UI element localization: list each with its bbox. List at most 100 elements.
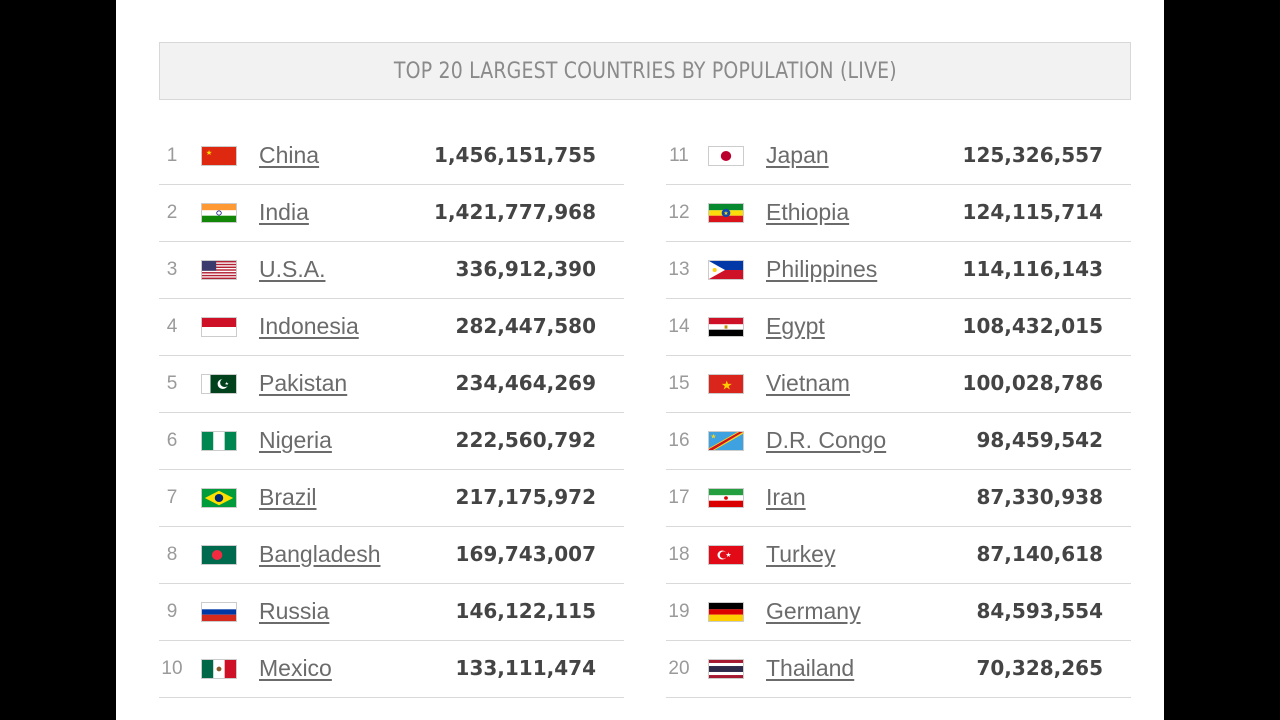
table-row: 17 Iran 87,330,938	[666, 470, 1131, 527]
country-link[interactable]: Turkey	[766, 541, 836, 567]
bangladesh-flag-icon	[201, 545, 237, 565]
rank-number: 20	[668, 658, 690, 679]
svg-text:★: ★	[723, 210, 728, 217]
turkey-flag-icon: ★	[708, 545, 744, 565]
rank-number: 10	[161, 658, 183, 679]
table-row: 6 Nigeria 222,560,792	[159, 413, 624, 470]
table-row: 9 Russia 146,122,115	[159, 584, 624, 641]
country-link[interactable]: China	[259, 142, 320, 168]
population-value: 222,560,792	[455, 428, 596, 452]
rank-number: 1	[166, 145, 178, 166]
rank-number: 18	[668, 544, 690, 565]
brazil-flag-icon	[201, 488, 237, 508]
svg-text:★: ★	[725, 552, 731, 559]
country-link[interactable]: Ethiopia	[766, 199, 850, 225]
russia-flag-icon	[201, 602, 237, 622]
country-link[interactable]: Russia	[259, 598, 330, 624]
table-row: 4 Indonesia 282,447,580	[159, 299, 624, 356]
country-link[interactable]: India	[259, 199, 309, 225]
rank-number: 6	[166, 430, 178, 451]
population-value: 108,432,015	[962, 314, 1103, 338]
svg-text:★: ★	[225, 381, 230, 386]
table-row: 12 ★ Ethiopia 124,115,714	[666, 185, 1131, 242]
usa-flag-icon	[201, 260, 237, 280]
left-column: 1 ★ China 1,456,151,755 2 India 1,421,777,968 3…	[159, 128, 624, 698]
country-link[interactable]: Vietnam	[766, 370, 850, 396]
table-row: 18 ★ Turkey 87,140,618	[666, 527, 1131, 584]
table-row: 7 Brazil 217,175,972	[159, 470, 624, 527]
pakistan-flag-icon: ★	[201, 374, 237, 394]
rank-number: 3	[166, 259, 178, 280]
table-row: 11 Japan 125,326,557	[666, 128, 1131, 185]
population-value: 70,328,265	[976, 656, 1103, 680]
country-link[interactable]: U.S.A.	[259, 256, 326, 282]
country-link[interactable]: Thailand	[766, 655, 855, 681]
table-row: 10 Mexico 133,111,474	[159, 641, 624, 698]
rank-number: 9	[166, 601, 178, 622]
svg-text:★: ★	[721, 378, 733, 393]
table-row: 3 U.S.A. 336,912,390	[159, 242, 624, 299]
nigeria-flag-icon	[201, 431, 237, 451]
iran-flag-icon	[708, 488, 744, 508]
population-value: 282,447,580	[455, 314, 596, 338]
table-row: 13 Philippines 114,116,143	[666, 242, 1131, 299]
population-value: 169,743,007	[455, 542, 596, 566]
country-link[interactable]: Nigeria	[259, 427, 332, 453]
title-box: TOP 20 LARGEST COUNTRIES BY POPULATION (…	[159, 42, 1131, 100]
mexico-flag-icon	[201, 659, 237, 679]
rank-number: 14	[668, 316, 690, 337]
country-link[interactable]: D.R. Congo	[766, 427, 887, 453]
table-row: 16 ★ D.R. Congo 98,459,542	[666, 413, 1131, 470]
rank-number: 16	[668, 430, 690, 451]
rank-number: 2	[166, 202, 178, 223]
vietnam-flag-icon: ★	[708, 374, 744, 394]
country-link[interactable]: Philippines	[766, 256, 878, 282]
table-row: 15 ★ Vietnam 100,028,786	[666, 356, 1131, 413]
population-value: 84,593,554	[976, 599, 1103, 623]
population-value: 124,115,714	[962, 200, 1103, 224]
country-link[interactable]: Mexico	[259, 655, 332, 681]
rank-number: 19	[668, 601, 690, 622]
rank-number: 13	[668, 259, 690, 280]
rank-number: 17	[668, 487, 690, 508]
table-row: 8 Bangladesh 169,743,007	[159, 527, 624, 584]
svg-text:★: ★	[206, 148, 213, 157]
population-value: 1,421,777,968	[434, 200, 596, 224]
country-link[interactable]: Germany	[766, 598, 861, 624]
population-value: 1,456,151,755	[434, 143, 596, 167]
table-row: 5 ★ Pakistan 234,464,269	[159, 356, 624, 413]
rank-number: 11	[669, 145, 689, 166]
rank-number: 7	[166, 487, 178, 508]
table-row: 20 Thailand 70,328,265	[666, 641, 1131, 698]
country-link[interactable]: Bangladesh	[259, 541, 381, 567]
population-value: 133,111,474	[455, 656, 596, 680]
egypt-flag-icon	[708, 317, 744, 337]
country-link[interactable]: Japan	[766, 142, 829, 168]
rank-number: 5	[166, 373, 178, 394]
country-link[interactable]: Brazil	[259, 484, 317, 510]
thailand-flag-icon	[708, 659, 744, 679]
dr-congo-flag-icon: ★	[708, 431, 744, 451]
indonesia-flag-icon	[201, 317, 237, 337]
philippines-flag-icon	[708, 260, 744, 280]
country-link[interactable]: Indonesia	[259, 313, 359, 339]
population-value: 87,330,938	[976, 485, 1103, 509]
rank-number: 4	[166, 316, 178, 337]
table-row: 1 ★ China 1,456,151,755	[159, 128, 624, 185]
country-link[interactable]: Egypt	[766, 313, 825, 339]
population-value: 98,459,542	[976, 428, 1103, 452]
table-row: 2 India 1,421,777,968	[159, 185, 624, 242]
country-link[interactable]: Iran	[766, 484, 806, 510]
right-column: 11 Japan 125,326,557 12 ★ Ethiopia 124,115,714…	[666, 128, 1131, 698]
population-value: 336,912,390	[455, 257, 596, 281]
country-link[interactable]: Pakistan	[259, 370, 348, 396]
svg-text:★: ★	[710, 434, 716, 441]
japan-flag-icon	[708, 146, 744, 166]
china-flag-icon: ★	[201, 146, 237, 166]
rank-number: 15	[668, 373, 690, 394]
table-row: 19 Germany 84,593,554	[666, 584, 1131, 641]
population-value: 100,028,786	[962, 371, 1103, 395]
population-value: 146,122,115	[455, 599, 596, 623]
germany-flag-icon	[708, 602, 744, 622]
population-page: TOP 20 LARGEST COUNTRIES BY POPULATION (…	[116, 0, 1164, 720]
